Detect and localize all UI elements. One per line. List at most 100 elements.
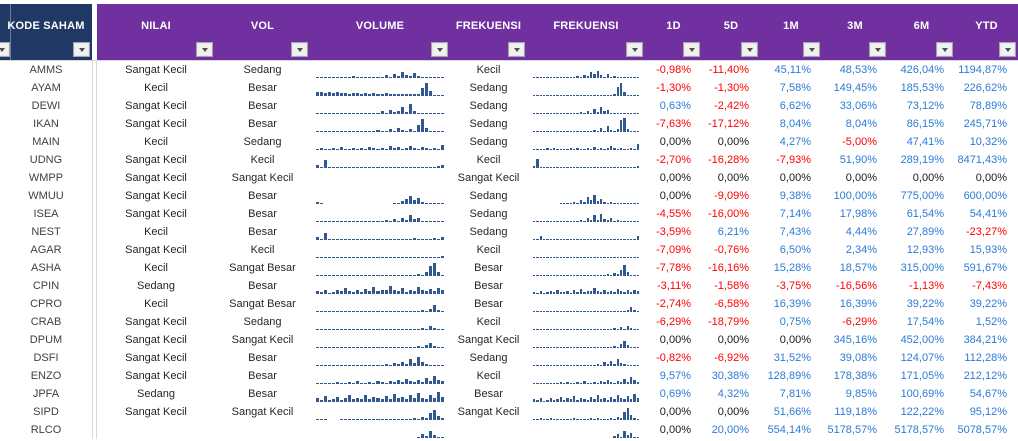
cell-nilai[interactable]: Sangat Kecil: [125, 334, 187, 346]
cell-nilai[interactable]: Sangat Kecil: [125, 352, 187, 364]
cell-ytd[interactable]: 0,00%: [975, 172, 1007, 184]
cell-d5[interactable]: -17,12%: [708, 118, 749, 130]
cell-vspark[interactable]: [310, 331, 450, 349]
cell-m3[interactable]: -6,29%: [842, 316, 877, 328]
cell-d5[interactable]: -1,58%: [714, 280, 749, 292]
cell-m1[interactable]: 8,04%: [779, 118, 811, 130]
cell-vol[interactable]: Besar: [248, 352, 277, 364]
cell-kode[interactable]: MAIN: [32, 136, 60, 148]
cell-m3[interactable]: 48,53%: [839, 64, 877, 76]
cell-m6[interactable]: 289,19%: [900, 154, 944, 166]
cell-d1[interactable]: -4,55%: [656, 208, 691, 220]
cell-m6[interactable]: 47,41%: [906, 136, 944, 148]
cell-d5[interactable]: 0,00%: [717, 334, 749, 346]
cell-vspark[interactable]: [310, 259, 450, 277]
cell-m3[interactable]: 18,57%: [839, 262, 877, 274]
cell-vspark[interactable]: [310, 241, 450, 259]
cell-m3[interactable]: 33,06%: [839, 100, 877, 112]
cell-d5[interactable]: 4,32%: [717, 388, 749, 400]
cell-vol[interactable]: Besar: [248, 118, 277, 130]
cell-nilai[interactable]: Kecil: [144, 262, 168, 274]
cell-d1[interactable]: 0,00%: [659, 190, 691, 202]
cell-nilai[interactable]: Sangat Kecil: [125, 208, 187, 220]
cell-frek[interactable]: Sedang: [469, 100, 508, 112]
filter-button[interactable]: [431, 42, 448, 57]
cell-vol[interactable]: Besar: [248, 280, 277, 292]
cell-vspark[interactable]: [310, 367, 450, 385]
cell-ytd[interactable]: 1,52%: [975, 316, 1007, 328]
cell-m1[interactable]: 6,50%: [779, 244, 811, 256]
cell-kode[interactable]: JPFA: [32, 388, 60, 400]
cell-nilai[interactable]: Kecil: [144, 226, 168, 238]
filter-button[interactable]: [291, 42, 308, 57]
cell-ytd[interactable]: 8471,43%: [957, 154, 1007, 166]
cell-m1[interactable]: 7,81%: [779, 388, 811, 400]
cell-d5[interactable]: -16,16%: [708, 262, 749, 274]
cell-m1[interactable]: 31,52%: [773, 352, 811, 364]
cell-fspark[interactable]: [527, 421, 645, 439]
cell-fspark[interactable]: [527, 295, 645, 313]
cell-m3[interactable]: 178,38%: [833, 370, 877, 382]
cell-m3[interactable]: 100,00%: [833, 190, 877, 202]
cell-m6[interactable]: 775,00%: [900, 190, 944, 202]
filter-button[interactable]: [803, 42, 820, 57]
cell-ytd[interactable]: 591,67%: [963, 262, 1007, 274]
cell-kode[interactable]: WMUU: [28, 190, 64, 202]
cell-vol[interactable]: Besar: [248, 190, 277, 202]
cell-frek[interactable]: Sangat Kecil: [457, 406, 520, 418]
cell-nilai[interactable]: Sangat Kecil: [125, 244, 187, 256]
cell-m3[interactable]: 0,00%: [845, 172, 877, 184]
cell-vspark[interactable]: [310, 313, 450, 331]
cell-fspark[interactable]: [527, 259, 645, 277]
cell-ytd[interactable]: 10,32%: [969, 136, 1007, 148]
cell-ytd[interactable]: 95,12%: [969, 406, 1007, 418]
cell-vol[interactable]: Sedang: [243, 316, 282, 328]
cell-fspark[interactable]: [527, 169, 645, 187]
cell-kode[interactable]: AGAR: [30, 244, 62, 256]
cell-d1[interactable]: -6,29%: [656, 316, 691, 328]
cell-m6[interactable]: 39,22%: [906, 298, 944, 310]
cell-fspark[interactable]: [527, 313, 645, 331]
cell-m1[interactable]: -3,75%: [776, 280, 811, 292]
cell-frek[interactable]: [450, 421, 527, 439]
cell-nilai[interactable]: Sedang: [137, 280, 175, 292]
cell-nilai[interactable]: Sangat Kecil: [125, 316, 187, 328]
cell-nilai[interactable]: Sangat Kecil: [125, 190, 187, 202]
cell-frek[interactable]: Sedang: [469, 208, 508, 220]
cell-nilai[interactable]: Sangat Kecil: [125, 370, 187, 382]
cell-d5[interactable]: -11,40%: [708, 64, 749, 76]
cell-m6[interactable]: 185,53%: [900, 82, 944, 94]
cell-m1[interactable]: 4,27%: [779, 136, 811, 148]
cell-m3[interactable]: 4,44%: [845, 226, 877, 238]
cell-kode[interactable]: DPUM: [29, 334, 63, 346]
cell-m1[interactable]: 9,38%: [779, 190, 811, 202]
cell-vspark[interactable]: [310, 79, 450, 97]
cell-vol[interactable]: Sangat Besar: [229, 262, 296, 274]
cell-m3[interactable]: -16,56%: [836, 280, 877, 292]
cell-ytd[interactable]: 600,00%: [963, 190, 1007, 202]
cell-kode[interactable]: SIPD: [33, 406, 59, 418]
cell-frek[interactable]: Sedang: [469, 190, 508, 202]
cell-fspark[interactable]: [527, 241, 645, 259]
cell-vspark[interactable]: [310, 385, 450, 403]
cell-m1[interactable]: 128,89%: [767, 370, 811, 382]
cell-m6[interactable]: 17,54%: [906, 316, 944, 328]
cell-d1[interactable]: 0,00%: [659, 136, 691, 148]
cell-d1[interactable]: -1,30%: [656, 82, 691, 94]
cell-m6[interactable]: 86,15%: [906, 118, 944, 130]
cell-d1[interactable]: -0,82%: [656, 352, 691, 364]
cell-ytd[interactable]: 112,28%: [964, 352, 1007, 364]
cell-d1[interactable]: -3,11%: [656, 280, 691, 292]
cell-ytd[interactable]: -23,27%: [966, 226, 1007, 238]
cell-m3[interactable]: 119,18%: [834, 406, 877, 418]
cell-d1[interactable]: 9,57%: [659, 370, 691, 382]
cell-d5[interactable]: -18,79%: [708, 316, 749, 328]
cell-ytd[interactable]: 226,62%: [963, 82, 1007, 94]
filter-button[interactable]: [869, 42, 886, 57]
cell-kode[interactable]: AYAM: [31, 82, 61, 94]
cell-nilai[interactable]: Sedang: [137, 388, 175, 400]
cell-vspark[interactable]: [310, 133, 450, 151]
cell-m3[interactable]: 17,98%: [839, 208, 877, 220]
cell-m1[interactable]: 51,66%: [773, 406, 811, 418]
cell-d1[interactable]: -2,70%: [656, 154, 691, 166]
